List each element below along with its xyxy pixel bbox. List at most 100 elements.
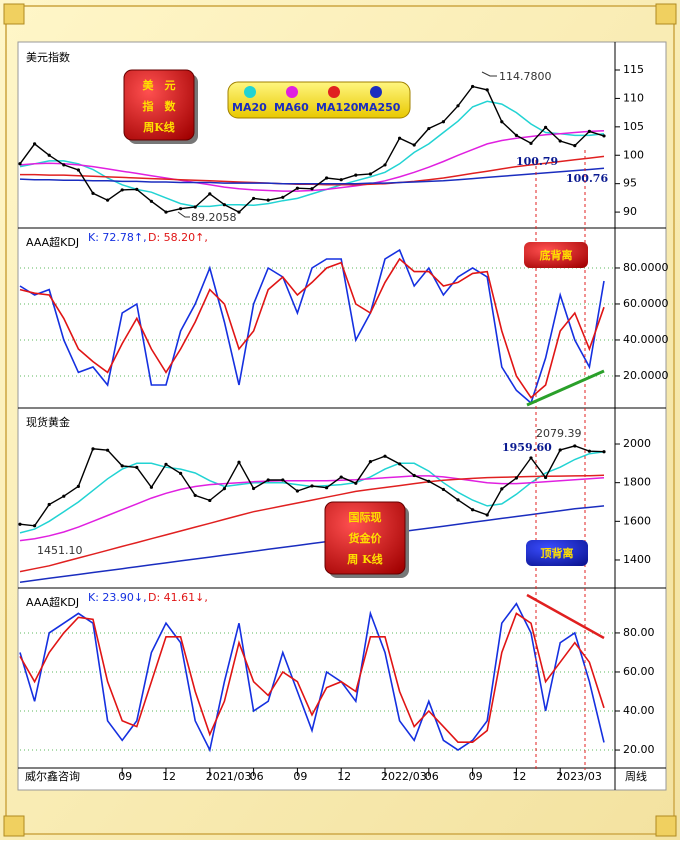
price-point	[529, 141, 533, 145]
price-point	[310, 187, 314, 191]
legend-swatch	[328, 86, 340, 98]
price-point	[368, 460, 372, 464]
price-point	[441, 120, 445, 124]
badge	[324, 501, 406, 575]
indicator-value: K: 72.78↑,	[88, 231, 147, 244]
price-point	[281, 195, 285, 199]
frame-border	[5, 5, 675, 835]
series-line	[19, 602, 605, 753]
annotation: 100.76	[566, 172, 608, 185]
price-point	[325, 176, 329, 180]
signal-box	[526, 540, 588, 566]
panel-title: 美元指数	[26, 50, 70, 64]
price-point	[398, 136, 402, 140]
y-tick-label: 110	[623, 91, 644, 104]
badge-text: 货金价	[348, 531, 383, 545]
price-point	[587, 129, 592, 133]
price-point	[62, 494, 66, 498]
annotation: 1451.10	[37, 544, 83, 557]
price-point	[179, 207, 183, 211]
price-point	[383, 163, 387, 167]
top-divergence-line	[526, 593, 605, 640]
price-point	[208, 192, 212, 196]
legend: MA20 MA60 MA120 MA250	[227, 81, 411, 119]
price-point	[529, 456, 533, 460]
price-point	[368, 172, 372, 176]
x-tick-label: 09	[293, 770, 307, 783]
price-point	[62, 163, 66, 167]
price-point	[47, 502, 51, 507]
badge	[123, 69, 195, 141]
price-point	[135, 187, 139, 191]
price-point	[120, 188, 124, 192]
panel-title: AAA超KDJ	[26, 595, 79, 609]
price-point	[252, 486, 256, 491]
price-point	[485, 513, 489, 517]
legend-swatch	[370, 86, 382, 98]
x-tick-label: 09	[469, 770, 483, 783]
price-point	[222, 487, 226, 491]
legend-swatch	[244, 86, 256, 98]
price-point	[471, 508, 475, 512]
price-point	[587, 449, 592, 453]
price-point	[266, 478, 270, 482]
x-tick-label: 2021/03	[206, 770, 252, 783]
indicator-value: D: 41.61↓,	[148, 591, 208, 604]
badge-text: 指 数	[143, 99, 177, 113]
price-point	[106, 448, 110, 452]
price-point	[164, 462, 168, 466]
price-point	[237, 210, 241, 214]
price-point	[266, 198, 270, 202]
y-tick-label: 95	[623, 177, 637, 190]
series-line	[19, 475, 605, 542]
annotation: 89.2058	[191, 211, 237, 224]
series-line	[19, 505, 605, 583]
plot-layer: 9095100105110115美元指数20.000040.000060.000…	[18, 42, 669, 790]
x-tick-label: 2022/03	[381, 770, 427, 783]
series-line	[19, 612, 605, 743]
price-point	[427, 126, 431, 131]
badge-text: 国际现	[349, 510, 382, 524]
price-point	[295, 186, 299, 190]
price-point	[33, 524, 37, 528]
y-tick-label: 40.00	[623, 704, 655, 717]
price-point	[544, 125, 548, 130]
period-label: 周线	[625, 769, 647, 783]
price-point	[193, 205, 197, 209]
y-tick-label: 20.00	[623, 743, 655, 756]
price-point	[149, 199, 153, 203]
price-point	[135, 465, 139, 470]
price-point	[149, 485, 153, 489]
price-point	[485, 88, 489, 92]
price-point	[208, 498, 212, 503]
price-point	[412, 473, 416, 478]
price-point	[164, 210, 168, 214]
price-point	[456, 104, 460, 108]
corner-ornaments	[3, 3, 677, 837]
panel-title: 现货黄金	[26, 415, 70, 429]
y-tick-label: 90	[623, 205, 637, 218]
x-tick-label: 12	[337, 770, 351, 783]
series-line	[19, 248, 605, 405]
y-tick-label: 1600	[623, 514, 651, 527]
badge-text: 美 元	[143, 78, 176, 92]
price-point	[120, 464, 124, 468]
series-line	[19, 474, 605, 573]
price-point	[500, 120, 504, 124]
y-tick-label: 1400	[623, 553, 651, 566]
y-tick-label: 1800	[623, 476, 651, 489]
price-point	[91, 447, 95, 451]
price-point	[602, 450, 606, 454]
y-tick-label: 2000	[623, 437, 651, 450]
annotation: 底背离	[540, 248, 573, 262]
price-point	[310, 484, 314, 488]
y-tick-label: 60.0000	[623, 297, 669, 310]
price-point	[383, 454, 387, 458]
price-point	[18, 522, 22, 526]
peak-pointer	[481, 71, 497, 77]
price-point	[76, 168, 80, 172]
annotation: 100.79	[516, 155, 558, 168]
price-point	[339, 178, 343, 182]
y-tick-label: 80.00	[623, 626, 655, 639]
y-tick-label: 115	[623, 63, 644, 76]
